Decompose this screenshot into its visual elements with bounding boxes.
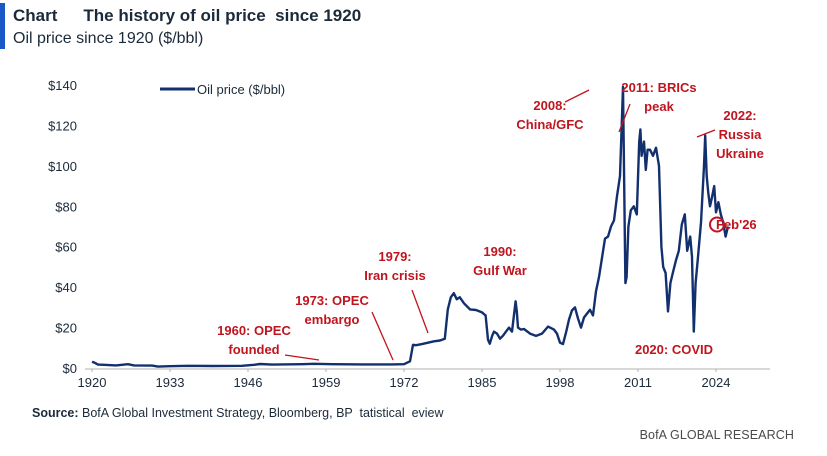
annotation-arrow (284, 354, 320, 361)
chart-subtitle: Oil price since 1920 ($/bbl) (13, 30, 204, 47)
annotation-label: 1990: Gulf War (473, 244, 527, 278)
source-note: Source: BofA Global Investment Strategy,… (32, 406, 444, 420)
chart-label: Chart (13, 6, 58, 25)
x-tick-label: 1972 (390, 375, 419, 390)
y-tick-label: $20 (55, 321, 77, 336)
y-tick-label: $80 (55, 199, 77, 214)
x-tick-label: 1946 (234, 375, 263, 390)
y-tick-label: $100 (48, 159, 77, 174)
y-tick-label: $0 (63, 361, 77, 376)
legend-label: Oil price ($/bbl) (197, 82, 285, 97)
annotation-label: 2022: Russia Ukraine (716, 108, 764, 161)
x-tick-label: 1998 (546, 375, 575, 390)
x-tick-label: 2024 (702, 375, 731, 390)
x-tick-label: 1933 (156, 375, 185, 390)
x-tick-label: 2011 (624, 375, 652, 390)
annotation-label: 2020: COVID (635, 342, 713, 357)
annotation-label: 1979: Iran crisis (364, 249, 425, 283)
chart-title: The history of oil price since 1920 (83, 6, 362, 25)
y-tick-label: $60 (55, 240, 77, 255)
annotation-arrow (411, 289, 429, 334)
source-label: Source: (32, 406, 79, 420)
y-tick-label: $140 (48, 78, 77, 93)
x-tick-label: 1920 (78, 375, 107, 390)
source-text: BofA Global Investment Strategy, Bloombe… (78, 406, 444, 420)
legend: Oil price ($/bbl) (160, 82, 285, 97)
annotation-arrow (564, 89, 590, 103)
y-axis: $0 $20 $40 $60 $80 $100 $120 $140 (48, 78, 77, 376)
annotation-label: 1973: OPEC embargo (295, 293, 369, 327)
y-tick-label: $40 (55, 280, 77, 295)
x-tick-label: 1959 (312, 375, 341, 390)
annotation-label: Feb'26 (716, 217, 757, 232)
annotation-arrow (618, 103, 631, 133)
annotation-label: 2011: BRICs peak (621, 80, 696, 114)
annotation-label: 2008: China/GFC (516, 98, 584, 132)
x-axis: 1920 1933 1946 1959 1972 1985 1998 2011 2024 (78, 369, 731, 390)
chart-header: Chart The history of oil price since 1920 (13, 6, 361, 26)
oil-price-line (91, 85, 730, 368)
feb26-marker-circle (709, 216, 725, 233)
annotation-arrow (696, 129, 716, 138)
y-tick-label: $120 (48, 118, 77, 133)
accent-bar (0, 3, 5, 49)
x-tick-label: 1985 (468, 375, 497, 390)
annotation-arrow (371, 311, 394, 361)
annotation-label: 1960: OPEC founded (217, 323, 291, 357)
brand-label: BofA GLOBAL RESEARCH (639, 428, 794, 442)
